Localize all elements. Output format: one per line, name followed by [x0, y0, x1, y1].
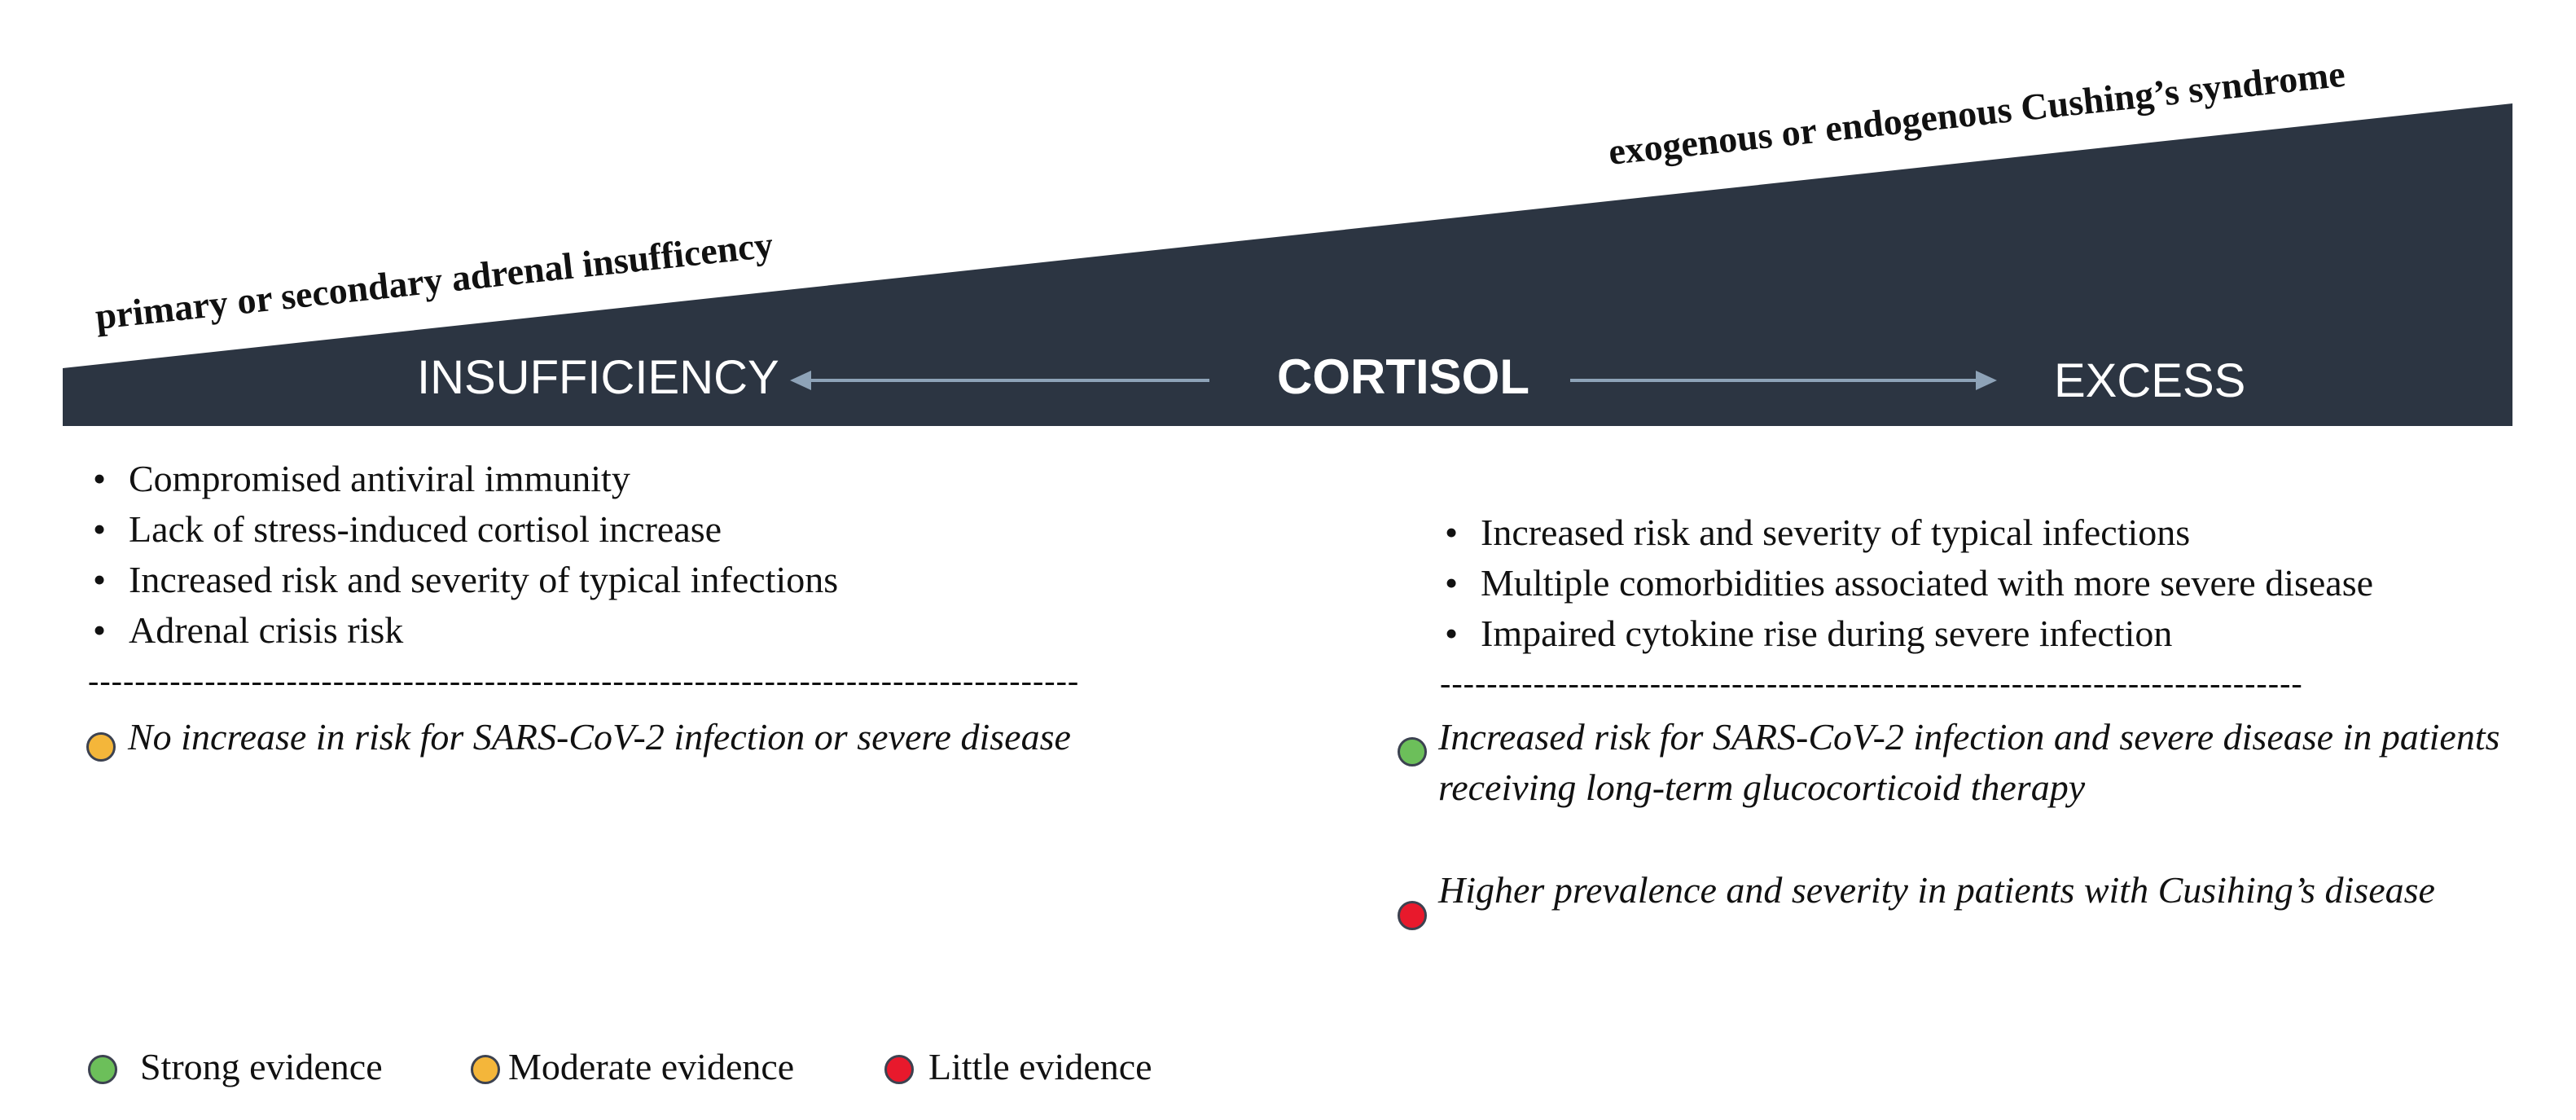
- insufficiency-divider: ----------------------------------------…: [88, 662, 1080, 699]
- list-item: Lack of stress-induced cortisol increase: [88, 504, 838, 555]
- cortisol-label: CORTISOL: [1277, 349, 1529, 404]
- list-item: Multiple comorbidities associated with m…: [1440, 558, 2373, 608]
- left-arrow-head: [790, 371, 811, 390]
- legend-strong-label: Strong evidence: [140, 1046, 383, 1087]
- list-item: Increased risk and severity of typical i…: [88, 555, 838, 605]
- legend-moderate-label: Moderate evidence: [508, 1046, 795, 1087]
- excess-divider: ----------------------------------------…: [1440, 665, 2303, 701]
- excess-bullets: Increased risk and severity of typical i…: [1440, 507, 2373, 659]
- insufficiency-bullets: Compromised antiviral immunity Lack of s…: [88, 454, 838, 656]
- insufficiency-evidence-text: No increase in risk for SARS-CoV-2 infec…: [128, 716, 1071, 758]
- wedge-shape: [63, 103, 2512, 426]
- list-item: Adrenal crisis risk: [88, 605, 838, 656]
- excess-evidence-text-2: Higher prevalence and severity in patien…: [1438, 869, 2435, 911]
- right-arrow-head: [1976, 371, 1997, 390]
- insufficiency-label: INSUFFICIENCY: [417, 351, 779, 404]
- legend-strong-dot: [88, 1055, 117, 1084]
- list-item: Compromised antiviral immunity: [88, 454, 838, 504]
- little-evidence-dot: [1398, 901, 1427, 930]
- cortisol-wedge: [63, 103, 2512, 426]
- list-item: Increased risk and severity of typical i…: [1440, 507, 2373, 558]
- excess-evidence-text-1: Increased risk for SARS-CoV-2 infection …: [1438, 716, 2500, 808]
- moderate-evidence-dot: [86, 732, 116, 762]
- excess-label: EXCESS: [2054, 354, 2246, 407]
- legend-little-dot: [884, 1055, 914, 1084]
- strong-evidence-dot: [1398, 737, 1427, 766]
- legend-moderate-dot: [471, 1055, 500, 1084]
- legend-little-label: Little evidence: [928, 1046, 1152, 1087]
- list-item: Impaired cytokine rise during severe inf…: [1440, 608, 2373, 659]
